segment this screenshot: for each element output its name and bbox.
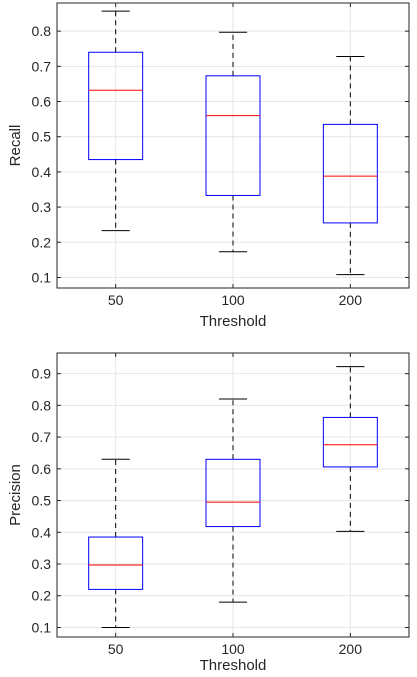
recall-boxplot: 0.1 0.2 0.3 0.4 0.5 0.6 0.7 0.8 50 100 200 Threshol… xyxy=(7,2,410,330)
y-tick-label: 0.6 xyxy=(32,461,52,477)
x-tick-label: 100 xyxy=(221,292,245,308)
x-tick-label: 200 xyxy=(339,292,363,308)
box-iqr xyxy=(88,536,144,590)
x-tick-label: 200 xyxy=(339,641,363,657)
box-iqr xyxy=(322,416,378,468)
y-tick-label: 0.5 xyxy=(32,493,52,509)
x-tick-label: 50 xyxy=(108,292,124,308)
y-tick-label: 0.1 xyxy=(32,619,52,635)
box-iqr xyxy=(205,458,261,528)
y-tick-label: 0.5 xyxy=(32,129,52,145)
x-axis-title: Threshold xyxy=(200,657,267,674)
y-tick-label: 0.6 xyxy=(32,94,52,110)
y-tick-label: 0.9 xyxy=(32,366,52,382)
y-tick-label: 0.2 xyxy=(32,234,52,250)
y-tick-label: 0.4 xyxy=(32,524,52,540)
box-iqr xyxy=(205,75,261,196)
y-tick-label: 0.2 xyxy=(32,588,52,604)
y-tick-label: 0.1 xyxy=(32,269,52,285)
x-tick-label: 50 xyxy=(108,641,124,657)
y-tick-label: 0.3 xyxy=(32,199,52,215)
y-tick-label: 0.4 xyxy=(32,164,52,180)
y-tick-label: 0.7 xyxy=(32,429,52,445)
y-tick-label: 0.7 xyxy=(32,58,52,74)
box-iqr xyxy=(88,51,144,161)
y-axis-title: Precision xyxy=(7,464,24,526)
x-tick-label: 100 xyxy=(221,641,245,657)
y-tick-label: 0.8 xyxy=(32,23,52,39)
y-axis-title: Recall xyxy=(7,125,24,167)
y-tick-label: 0.3 xyxy=(32,556,52,572)
y-tick-label: 0.8 xyxy=(32,397,52,413)
box-iqr xyxy=(322,123,378,224)
precision-boxplot: 0.1 0.2 0.3 0.4 0.5 0.6 0.7 0.8 0.9 50 100 200 Thres… xyxy=(7,352,410,674)
x-axis-title: Threshold xyxy=(200,313,267,330)
